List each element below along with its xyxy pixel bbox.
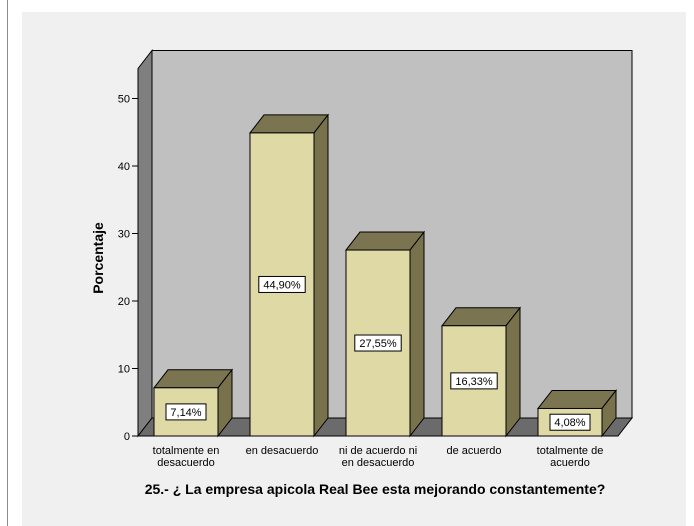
x-category-label: ni de acuerdo ni en desacuerdo (338, 445, 418, 469)
x-category-label: de acuerdo (446, 445, 502, 457)
y-tick-label: 30 (118, 229, 130, 241)
data-label-box (165, 403, 207, 421)
x-category-label: totalmente de acuerdo (536, 445, 604, 469)
bar (344, 230, 426, 438)
y-tick-label: 50 (118, 94, 130, 106)
bar (440, 306, 522, 438)
side-wall (137, 49, 153, 438)
y-axis-title: Porcentaje (90, 222, 106, 294)
data-labels: 7,14% 44,90% 27,55% 16,33% 4,08% (165, 275, 591, 431)
y-tick-label: 40 (118, 161, 130, 173)
data-label-box (258, 275, 306, 293)
bar (248, 113, 330, 438)
data-label-box (354, 334, 402, 352)
bar-side-face (313, 113, 329, 438)
data-label: 27,55% (359, 338, 397, 350)
y-tick-label: 10 (118, 364, 130, 376)
data-label: 44,90% (263, 279, 301, 291)
y-tick-label: 20 (118, 296, 130, 308)
bar-side-face (505, 306, 521, 438)
x-category-label: en desacuerdo (245, 445, 319, 457)
left-divider (7, 0, 8, 526)
x-axis-title: 25.- ¿ La empresa apicola Real Bee esta … (144, 481, 606, 497)
data-label: 7,14% (170, 407, 201, 419)
bar-side-face (409, 230, 425, 438)
bar (152, 368, 234, 438)
data-label: 16,33% (455, 376, 493, 388)
bar (536, 389, 618, 438)
y-tick-label: 0 (124, 431, 130, 443)
x-category-label: totalmente en desacuerdo (152, 445, 220, 469)
data-label-box (549, 413, 591, 431)
data-label-box (450, 372, 498, 390)
data-label: 4,08% (554, 417, 585, 429)
